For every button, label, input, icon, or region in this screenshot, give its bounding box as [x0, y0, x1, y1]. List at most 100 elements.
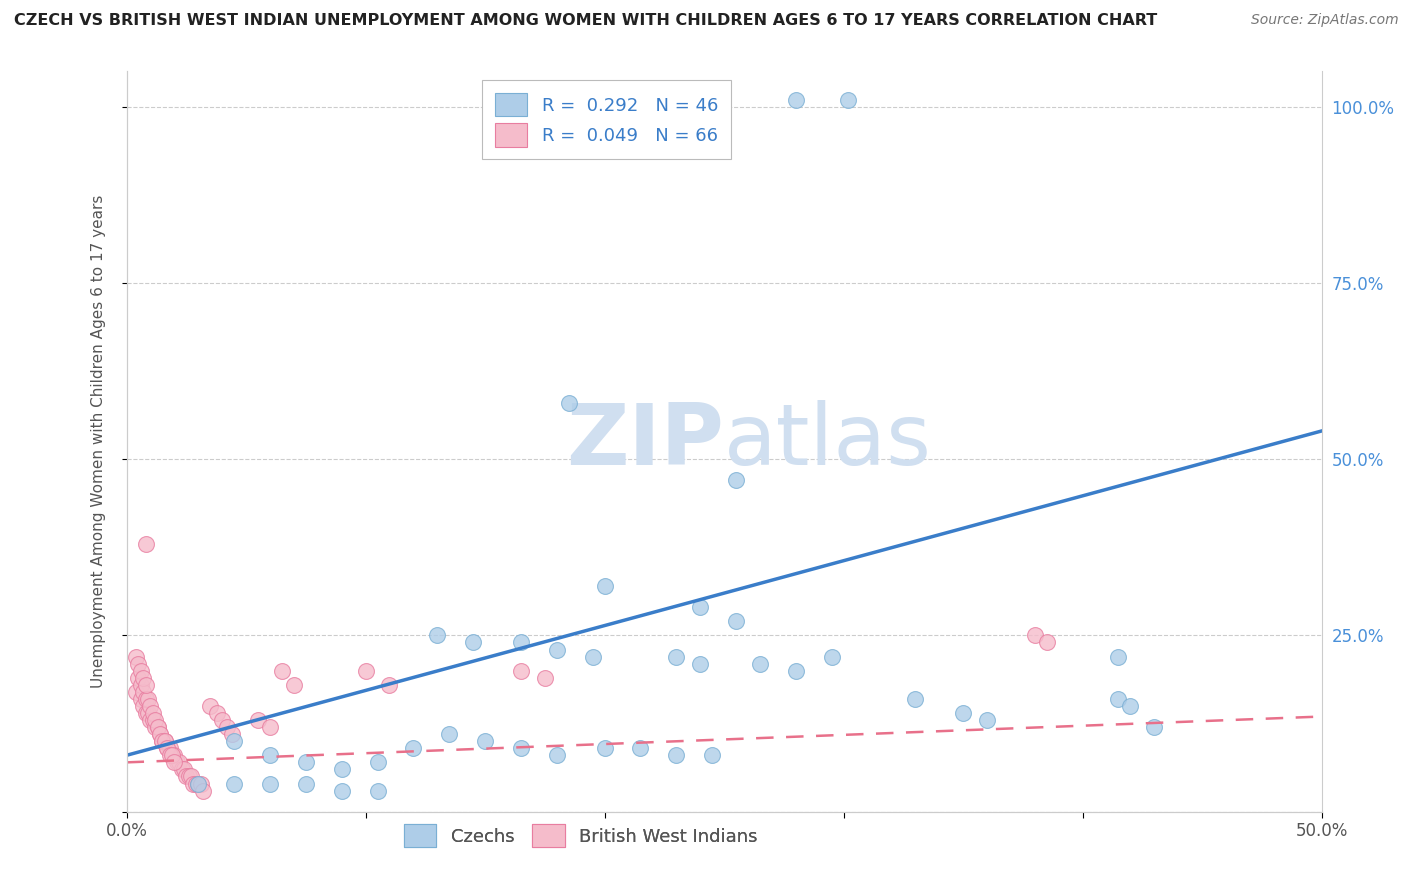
- Point: [142, 713, 165, 727]
- Point: [725, 473, 748, 487]
- Point: [163, 756, 186, 770]
- Point: [820, 649, 842, 664]
- Point: [294, 776, 316, 790]
- Text: Source: ZipAtlas.com: Source: ZipAtlas.com: [1251, 13, 1399, 28]
- Point: [378, 678, 401, 692]
- Point: [215, 720, 238, 734]
- Point: [187, 776, 209, 790]
- Point: [1108, 692, 1130, 706]
- Point: [180, 769, 202, 783]
- Y-axis label: Unemployment Among Women with Children Ages 6 to 17 years: Unemployment Among Women with Children A…: [91, 194, 105, 689]
- Point: [221, 727, 243, 741]
- Point: [665, 649, 688, 664]
- Point: [139, 698, 162, 713]
- Point: [270, 664, 294, 678]
- Point: [247, 713, 270, 727]
- Point: [150, 734, 174, 748]
- Point: [294, 756, 316, 770]
- Point: [904, 692, 927, 706]
- Point: [952, 706, 974, 720]
- Point: [259, 748, 281, 763]
- Point: [132, 698, 155, 713]
- Point: [509, 635, 531, 649]
- Point: [174, 769, 197, 783]
- Point: [160, 748, 183, 763]
- Point: [160, 748, 183, 763]
- Point: [557, 396, 581, 410]
- Point: [1035, 635, 1059, 649]
- Point: [146, 720, 169, 734]
- Point: [200, 698, 222, 713]
- Point: [330, 763, 353, 777]
- Point: [211, 713, 233, 727]
- Point: [183, 776, 205, 790]
- Point: [593, 741, 616, 756]
- Point: [177, 769, 200, 783]
- Point: [330, 783, 353, 797]
- Point: [593, 579, 616, 593]
- Point: [207, 706, 229, 720]
- Point: [785, 664, 807, 678]
- Point: [167, 756, 190, 770]
- Point: [143, 713, 166, 727]
- Point: [136, 706, 159, 720]
- Point: [1108, 649, 1130, 664]
- Point: [125, 649, 148, 664]
- Point: [1024, 628, 1046, 642]
- Point: [132, 671, 155, 685]
- Point: [748, 657, 770, 671]
- Point: [785, 93, 807, 107]
- Point: [689, 657, 711, 671]
- Point: [259, 776, 281, 790]
- Point: [146, 720, 169, 734]
- Point: [153, 734, 176, 748]
- Point: [135, 678, 157, 692]
- Point: [142, 706, 165, 720]
- Point: [426, 628, 449, 642]
- Point: [170, 763, 193, 777]
- Point: [153, 734, 176, 748]
- Point: [1119, 698, 1142, 713]
- Point: [187, 776, 209, 790]
- Point: [259, 720, 281, 734]
- Point: [1143, 720, 1166, 734]
- Point: [129, 692, 152, 706]
- Point: [725, 615, 748, 629]
- Point: [190, 776, 212, 790]
- Point: [402, 741, 425, 756]
- Point: [135, 692, 157, 706]
- Point: [546, 642, 568, 657]
- Point: [191, 783, 214, 797]
- Point: [222, 776, 246, 790]
- Point: [582, 649, 605, 664]
- Point: [129, 678, 152, 692]
- Text: CZECH VS BRITISH WEST INDIAN UNEMPLOYMENT AMONG WOMEN WITH CHILDREN AGES 6 TO 17: CZECH VS BRITISH WEST INDIAN UNEMPLOYMEN…: [14, 13, 1157, 29]
- Point: [135, 706, 157, 720]
- Point: [222, 734, 246, 748]
- Point: [129, 664, 152, 678]
- Point: [557, 93, 581, 107]
- Point: [533, 671, 555, 685]
- Point: [509, 741, 531, 756]
- Point: [354, 664, 377, 678]
- Point: [150, 734, 174, 748]
- Point: [156, 741, 179, 756]
- Point: [665, 748, 688, 763]
- Point: [163, 748, 186, 763]
- Point: [149, 727, 172, 741]
- Point: [366, 756, 388, 770]
- Point: [700, 748, 723, 763]
- Point: [166, 756, 188, 770]
- Point: [184, 776, 207, 790]
- Point: [132, 685, 155, 699]
- Point: [159, 748, 181, 763]
- Text: atlas: atlas: [724, 400, 932, 483]
- Point: [366, 783, 388, 797]
- Point: [149, 727, 172, 741]
- Text: ZIP: ZIP: [567, 400, 724, 483]
- Point: [689, 600, 711, 615]
- Point: [173, 763, 195, 777]
- Point: [509, 664, 531, 678]
- Point: [628, 741, 651, 756]
- Point: [837, 93, 859, 107]
